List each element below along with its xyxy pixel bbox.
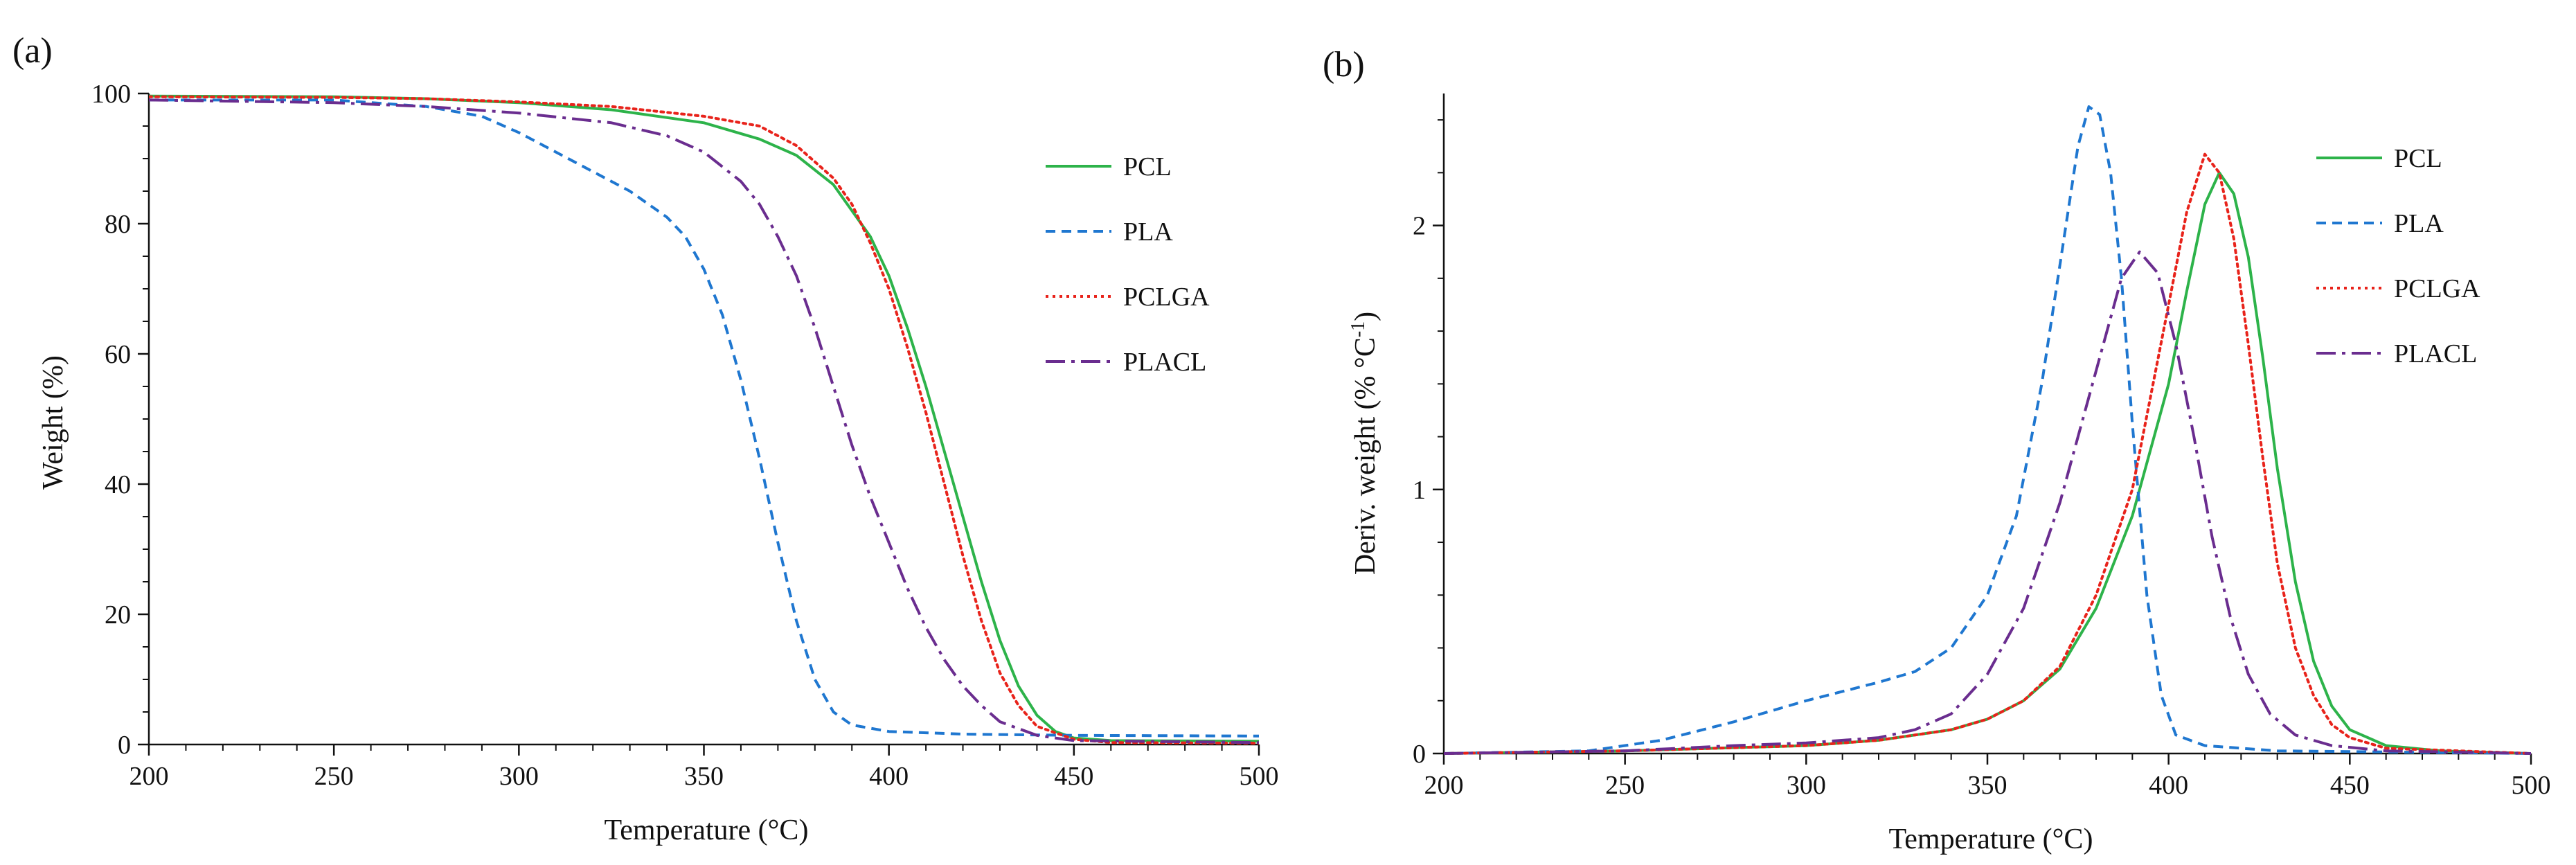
y-axis-title-b: Deriv. weight (% °C-1) (1348, 312, 1382, 575)
series-line-a-pclga (149, 95, 1259, 745)
y-axis-title-a: Weight (%) (37, 355, 69, 490)
y-tick-label-a: 60 (105, 340, 131, 369)
legend-label-b-pcl: PCL (2394, 144, 2442, 173)
y-tick-label-a: 80 (105, 210, 131, 239)
y-axis-title-b-sup: -1 (1348, 321, 1369, 337)
panel-a: (a) 200 250 300 350 400 450 500 0 20 40 60 80 100 PCL… (12, 31, 1279, 846)
x-tick-label-b: 300 (1787, 771, 1826, 800)
legend-label-b-pla: PLA (2394, 209, 2444, 238)
series-line-b-pclga (1444, 152, 2531, 755)
legend-label-b-pclga: PCLGA (2394, 274, 2480, 303)
y-tick-label-a: 100 (91, 80, 131, 109)
x-tick-label-b: 200 (1424, 771, 1464, 800)
legend-label-b-placl: PLACL (2394, 339, 2477, 368)
x-tick-label-a: 400 (869, 762, 909, 791)
y-tick-label-a: 20 (105, 600, 131, 630)
x-tick-label-a: 350 (684, 762, 724, 791)
y-tick-label-a: 40 (105, 470, 131, 499)
panel-b: (b) 200 250 300 350 400 450 500 0 1 2 PCL PLA PCLGA P… (1323, 45, 2551, 855)
series-line-b-pla (1444, 105, 2531, 755)
panel-label-a: (a) (12, 31, 53, 71)
x-tick-label-a: 500 (1240, 762, 1279, 791)
series-line-a-pcl (149, 94, 1259, 743)
legend-label-a-placl: PLACL (1123, 348, 1206, 377)
y-tick-label-a: 0 (118, 731, 131, 760)
x-axis-title-a: Temperature (°C) (605, 814, 809, 846)
x-axis-title-b: Temperature (°C) (1889, 823, 2093, 855)
legend-label-a-pclga: PCLGA (1123, 283, 1210, 312)
x-tick-label-b: 500 (2512, 771, 2551, 800)
panel-label-b: (b) (1323, 45, 1365, 84)
x-tick-label-a: 250 (314, 762, 354, 791)
plot-area-a: 200 250 300 350 400 450 500 0 20 40 60 80 100 PCL PLA P… (91, 80, 1279, 791)
x-tick-label-b: 250 (1605, 771, 1645, 800)
x-tick-label-a: 450 (1054, 762, 1093, 791)
y-tick-label-b: 1 (1413, 476, 1426, 505)
y-tick-label-b: 0 (1413, 740, 1426, 769)
x-tick-label-b: 400 (2149, 771, 2188, 800)
x-tick-label-b: 350 (1968, 771, 2007, 800)
legend-label-a-pla: PLA (1123, 217, 1173, 247)
legend-label-a-pcl: PCL (1123, 152, 1172, 181)
series-line-a-placl (149, 98, 1259, 744)
y-axis-title-b-main: Deriv. weight (% °C (1350, 337, 1381, 575)
plot-area-b: 200 250 300 350 400 450 500 0 1 2 PCL PLA PCLGA PLACL (1413, 93, 2551, 800)
x-tick-label-a: 300 (499, 762, 539, 791)
x-tick-label-a: 200 (129, 762, 169, 791)
series-line-b-placl (1444, 250, 2531, 755)
x-tick-label-b: 450 (2330, 771, 2370, 800)
y-tick-label-b: 2 (1413, 212, 1426, 241)
series-line-a-pla (149, 98, 1259, 738)
y-axis-title-b-end: ) (1350, 312, 1381, 321)
